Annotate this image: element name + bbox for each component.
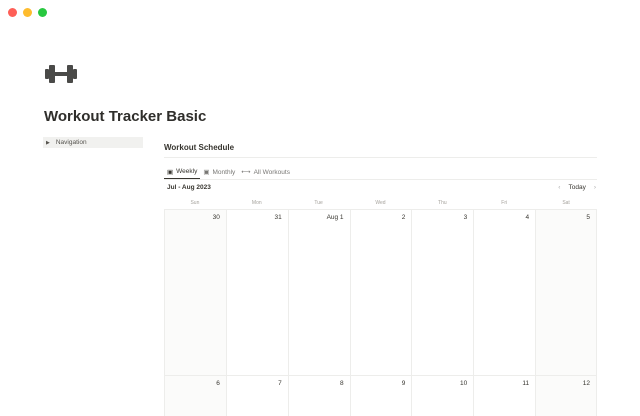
today-button[interactable]: Today [568, 184, 586, 191]
day-cell[interactable]: 12 [535, 376, 597, 416]
day-cell[interactable]: 30 [164, 210, 226, 375]
day-cell[interactable]: 6 [164, 376, 226, 416]
week-row: 6 7 8 9 10 11 12 [164, 375, 597, 416]
schedule-title: Workout Schedule [164, 143, 235, 152]
calendar-icon: ▣ [203, 169, 210, 176]
day-cell[interactable]: 9 [349, 376, 412, 416]
close-button[interactable] [8, 8, 17, 17]
calendar-controls: ‹ Today › [558, 184, 596, 191]
day-cell[interactable]: 10 [411, 376, 473, 416]
weekday: Fri [501, 200, 508, 206]
chevron-left-icon[interactable]: ‹ [558, 184, 561, 191]
weekday: Thu [438, 200, 447, 206]
day-cell[interactable]: 31 [225, 210, 288, 375]
date-range: Jul - Aug 2023 [167, 184, 211, 191]
triangle-right-icon: ▶ [46, 139, 50, 146]
weekday-header: Sun Mon Tue Wed Thu Fri Sat [164, 197, 597, 209]
day-cell[interactable]: 7 [225, 376, 288, 416]
navigation-label: Navigation [55, 139, 87, 146]
week-row: 30 31 Aug 1 2 3 4 5 [164, 209, 597, 375]
day-cell[interactable]: 4 [473, 210, 535, 375]
tab-monthly[interactable]: ▣ Monthly [203, 168, 236, 177]
dumbbell-icon: ⟷ [241, 169, 251, 176]
divider [164, 179, 597, 180]
weekly-calendar: Sun Mon Tue Wed Thu Fri Sat 30 31 Aug 1 … [164, 197, 597, 416]
weekday: Mon [251, 200, 262, 206]
day-cell[interactable]: 8 [287, 376, 350, 416]
weekday: Sat [562, 200, 570, 206]
weekday: Wed [375, 200, 386, 206]
day-cell[interactable]: 5 [535, 210, 597, 375]
minimize-button[interactable] [23, 8, 32, 17]
weekday: Sun [190, 200, 200, 206]
tab-weekly[interactable]: ▣ Weekly [164, 165, 201, 179]
chevron-right-icon[interactable]: › [593, 184, 596, 191]
divider [164, 157, 597, 158]
day-cell[interactable]: 2 [349, 210, 412, 375]
weekday: Tue [314, 200, 323, 206]
maximize-button[interactable] [38, 8, 47, 17]
calendar-icon: ▣ [167, 168, 174, 176]
day-cell[interactable]: Aug 1 [287, 210, 350, 375]
day-cell[interactable]: 11 [473, 376, 535, 416]
dumbbell-icon [45, 65, 77, 83]
page-title: Workout Tracker Basic [44, 108, 207, 125]
navigation-toggle[interactable]: ▶ Navigation [43, 137, 143, 148]
tab-all-workouts[interactable]: ⟷ All Workouts [241, 168, 290, 177]
window-controls [8, 8, 47, 17]
view-tabs: ▣ Weekly ▣ Monthly ⟷ All Workouts [164, 165, 293, 179]
day-cell[interactable]: 3 [411, 210, 473, 375]
